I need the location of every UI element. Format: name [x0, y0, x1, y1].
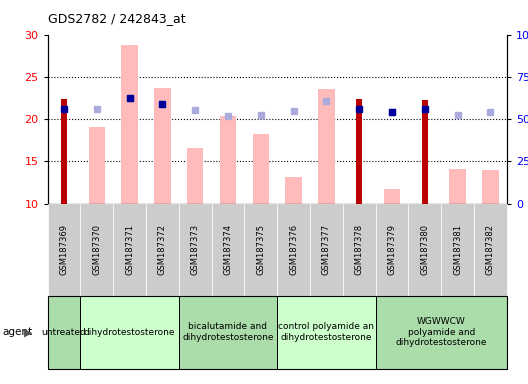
Bar	[154, 88, 171, 204]
Text: GSM187378: GSM187378	[355, 224, 364, 275]
Bar	[252, 134, 269, 204]
Text: GSM187374: GSM187374	[223, 224, 232, 275]
Text: GSM187381: GSM187381	[453, 224, 462, 275]
Text: untreated: untreated	[42, 328, 86, 337]
Text: GDS2782 / 242843_at: GDS2782 / 242843_at	[48, 12, 185, 25]
Text: GSM187379: GSM187379	[388, 224, 397, 275]
Bar	[449, 169, 466, 204]
Bar	[422, 99, 428, 204]
Bar	[482, 170, 498, 204]
Bar	[61, 99, 67, 204]
Bar	[384, 189, 400, 204]
Text: GSM187373: GSM187373	[191, 224, 200, 275]
Text: GSM187375: GSM187375	[256, 224, 265, 275]
Bar	[89, 127, 105, 204]
Text: ▶: ▶	[24, 327, 33, 337]
Text: GSM187380: GSM187380	[420, 224, 429, 275]
Text: control polyamide an
dihydrotestosterone: control polyamide an dihydrotestosterone	[278, 323, 374, 342]
Bar	[286, 177, 302, 204]
Text: WGWWCW
polyamide and
dihydrotestosterone: WGWWCW polyamide and dihydrotestosterone	[395, 317, 487, 347]
Text: dihydrotestosterone: dihydrotestosterone	[84, 328, 175, 337]
Text: GSM187370: GSM187370	[92, 224, 101, 275]
Text: GSM187371: GSM187371	[125, 224, 134, 275]
Text: GSM187377: GSM187377	[322, 224, 331, 275]
Text: GSM187382: GSM187382	[486, 224, 495, 275]
Text: agent: agent	[3, 327, 33, 337]
Bar	[187, 148, 203, 204]
Text: bicalutamide and
dihydrotestosterone: bicalutamide and dihydrotestosterone	[182, 323, 274, 342]
Text: GSM187376: GSM187376	[289, 224, 298, 275]
Bar	[356, 99, 362, 204]
Bar	[220, 116, 236, 204]
Text: GSM187372: GSM187372	[158, 224, 167, 275]
Bar	[318, 89, 335, 204]
Text: GSM187369: GSM187369	[60, 224, 69, 275]
Bar	[121, 45, 138, 204]
